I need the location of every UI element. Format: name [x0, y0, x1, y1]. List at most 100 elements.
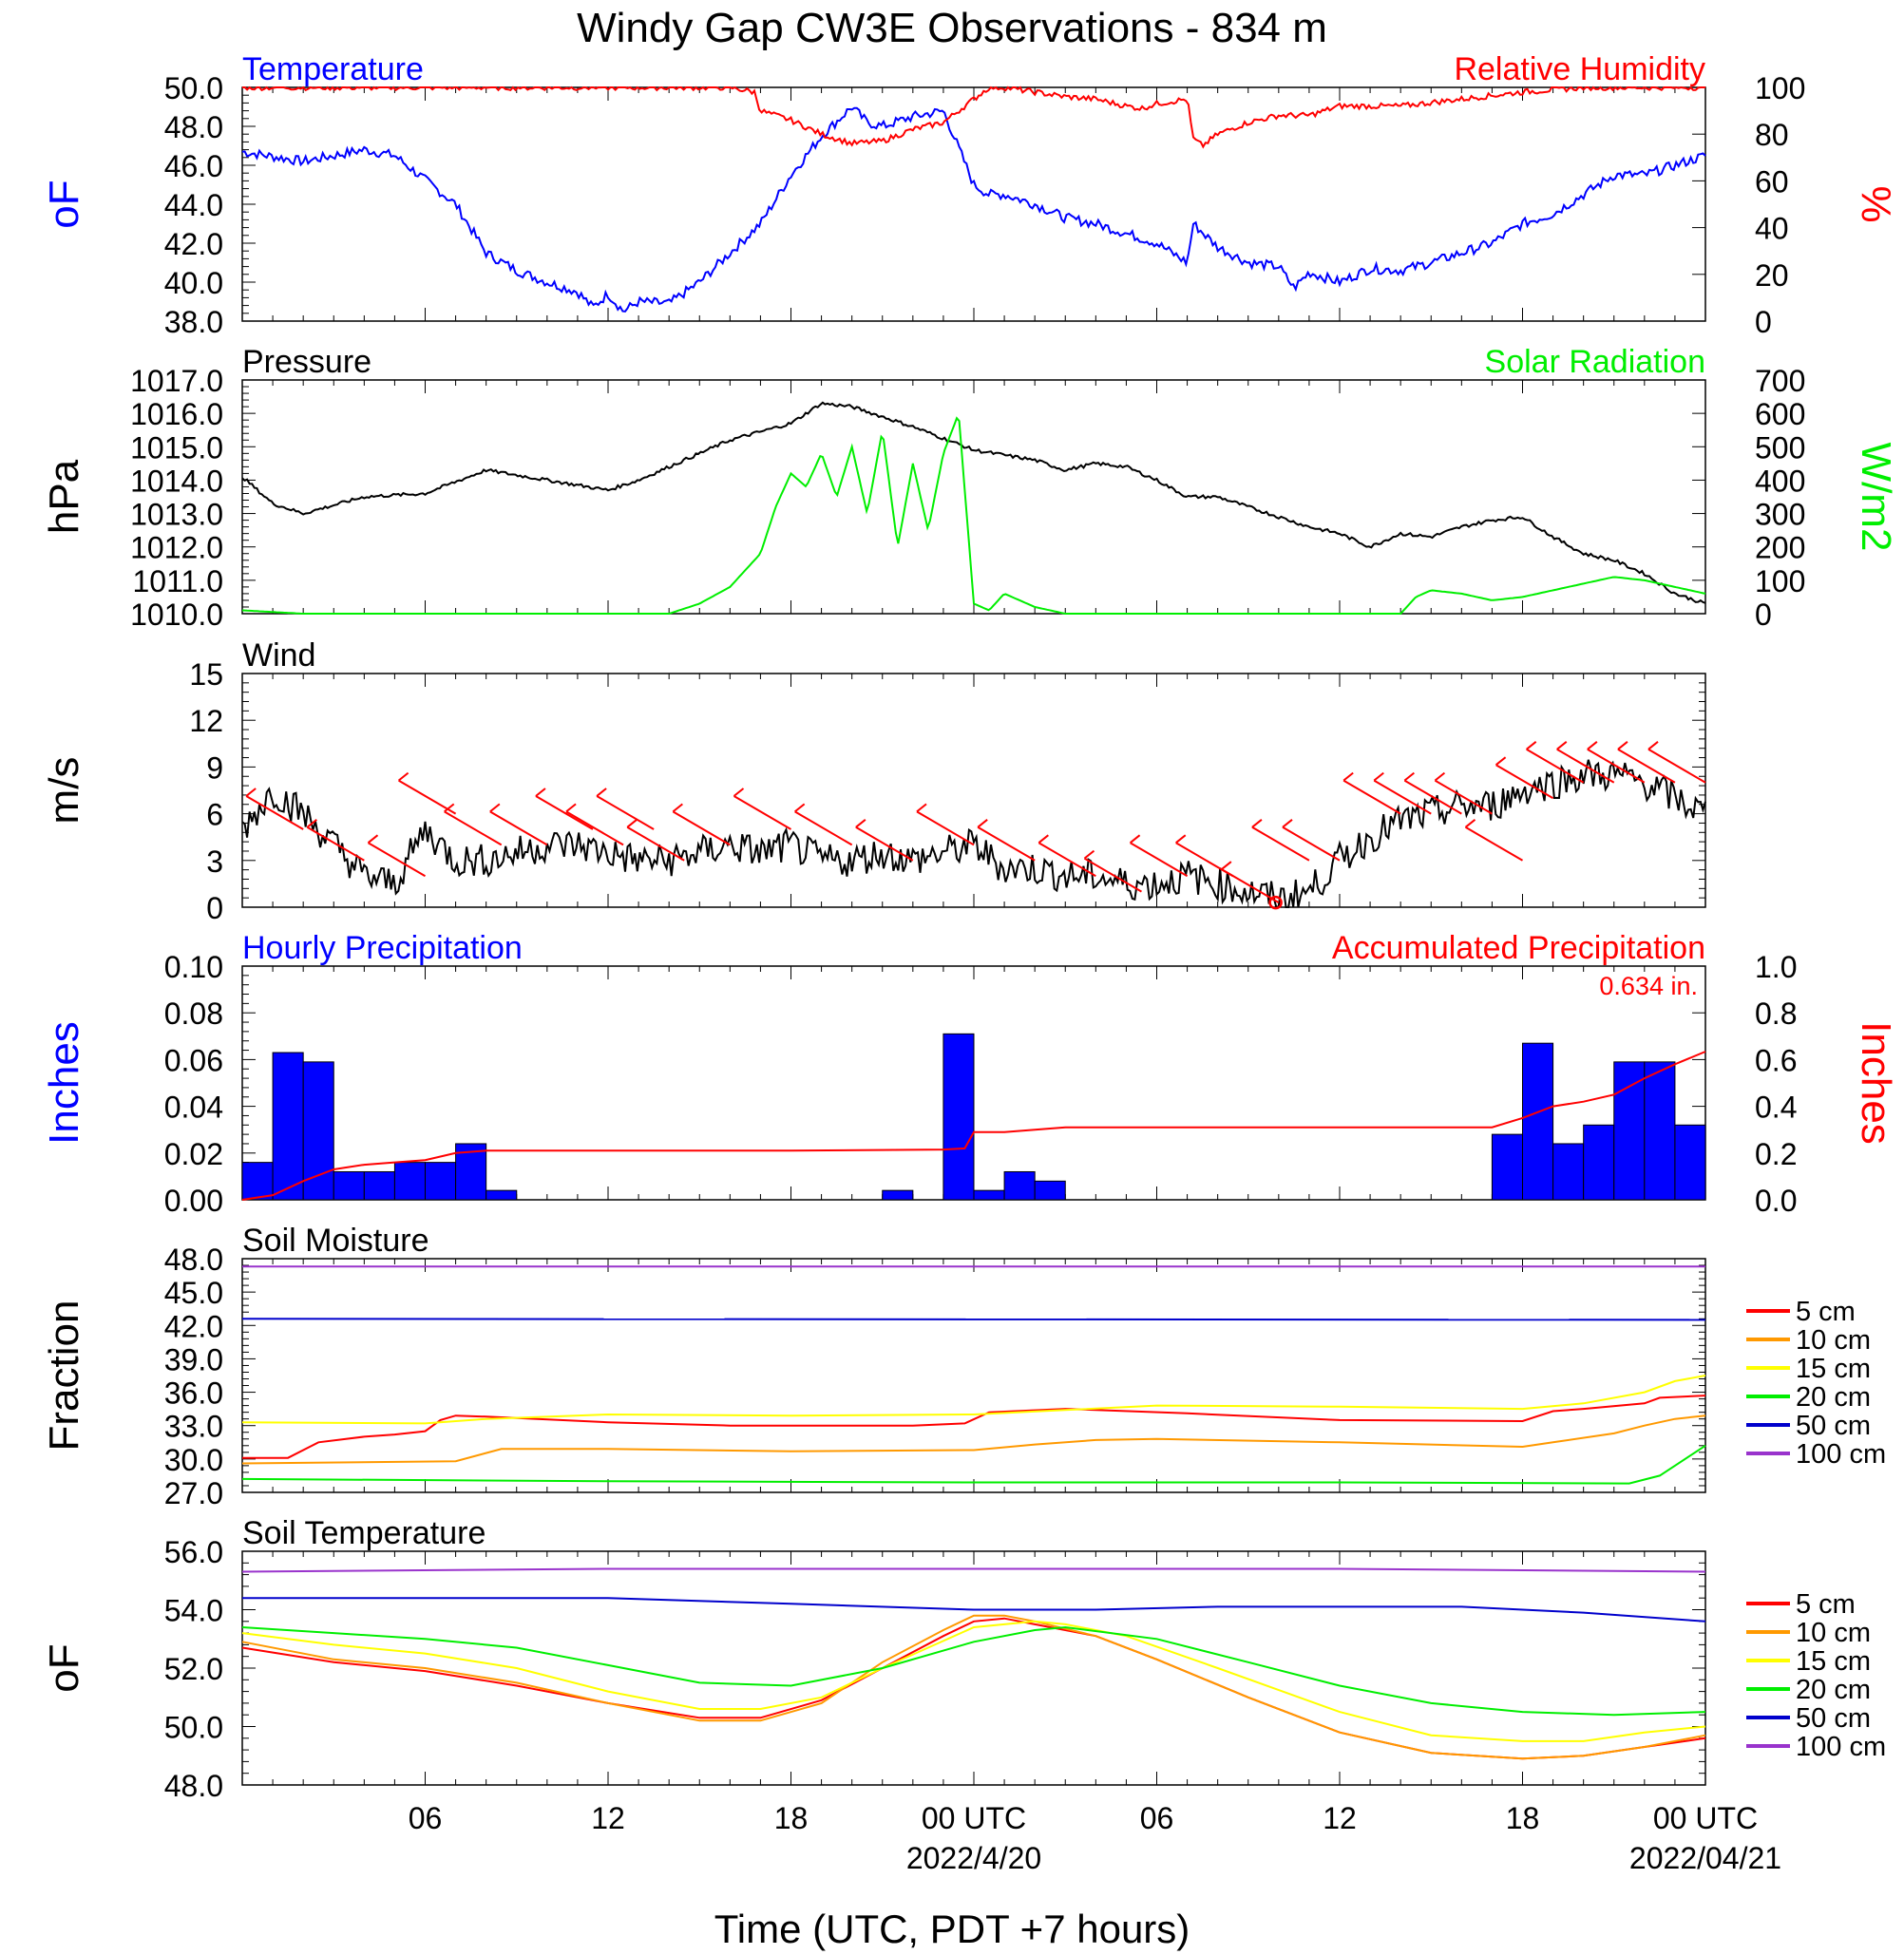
x-tick-label: 12 — [591, 1801, 625, 1835]
series-10-cm — [241, 1414, 1706, 1465]
y-tick-label: 6 — [206, 798, 223, 832]
precip-bar — [1552, 1143, 1585, 1201]
wind-barb-flag — [977, 819, 988, 828]
x-tick-label: 06 — [1140, 1801, 1174, 1835]
y-right-tick-label: 400 — [1755, 464, 1805, 498]
y-tick-label: 1015.0 — [130, 430, 223, 465]
wind-barb-flag — [1251, 819, 1263, 828]
y-right-tick-label: 40 — [1755, 212, 1789, 246]
wind-barb — [626, 826, 685, 862]
wind-barb — [444, 810, 503, 846]
series-100-cm — [241, 1567, 1706, 1573]
precip-bar — [393, 1162, 426, 1201]
precip-bar — [1583, 1124, 1615, 1201]
legend-label: 10 cm — [1796, 1325, 1871, 1356]
x-axis-label: Time (UTC, PDT +7 hours) — [714, 1907, 1190, 1951]
wind-barb — [1617, 748, 1676, 784]
x-tick-label: 12 — [1323, 1801, 1357, 1835]
y-right-tick-label: 0.0 — [1755, 1184, 1797, 1218]
panel-right-title: Accumulated Precipitation — [1332, 930, 1705, 966]
y-tick-label: 1012.0 — [130, 531, 223, 565]
precip-bar — [363, 1170, 395, 1201]
wind-barb — [596, 795, 655, 830]
wind-barb — [1526, 748, 1585, 784]
y-tick-label: 48.0 — [164, 110, 223, 144]
y-tick-label: 1011.0 — [133, 564, 224, 598]
y-tick-label: 0.00 — [164, 1184, 223, 1218]
y-tick-label: 40.0 — [164, 266, 223, 300]
x-tick-label: 18 — [774, 1801, 809, 1835]
panel-frame — [241, 379, 1706, 615]
panel-frame — [241, 1550, 1706, 1786]
wind-barb — [1434, 779, 1493, 815]
wind-barb-flag — [1495, 756, 1507, 766]
y-right-tick-label: 0.8 — [1755, 996, 1797, 1031]
y-right-tick-label: 0.2 — [1755, 1137, 1797, 1171]
wind-barb-flag — [672, 803, 683, 813]
wind-barb-flag — [916, 803, 927, 813]
wind-barb-flag — [733, 788, 745, 797]
y-axis-right-label: Inches — [1853, 1021, 1899, 1145]
wind-barbs — [245, 741, 1706, 910]
y-tick-label: 1014.0 — [130, 464, 223, 498]
panel-precip: 0.00 0.02 0.04 0.06 0.08 0.10 0.0 0.2 0.4 0.6 0.8 1… — [41, 930, 1899, 1218]
precip-bar — [1674, 1124, 1706, 1201]
wind-barb — [1373, 779, 1432, 815]
wind-barb — [245, 795, 304, 830]
wind-barb — [1038, 842, 1096, 878]
wind-barb-flag — [794, 803, 806, 813]
y-right-tick-label: 200 — [1755, 531, 1805, 565]
y-axis-label: hPa — [41, 459, 87, 534]
legend-label: 50 cm — [1796, 1411, 1871, 1441]
wind-barb — [1495, 764, 1554, 800]
y-tick-label: 0.06 — [164, 1043, 223, 1077]
y-tick-label: 0.10 — [164, 950, 223, 984]
wind-barb — [672, 810, 731, 846]
y-right-tick-label: 60 — [1755, 164, 1789, 199]
wind-barb-flag — [1403, 771, 1415, 782]
wind-barb — [733, 795, 792, 830]
y-tick-label: 39.0 — [164, 1342, 223, 1376]
y-tick-label: 30.0 — [164, 1443, 223, 1477]
wind-barb-flag — [1373, 771, 1384, 782]
panel-right-title: Relative Humidity — [1454, 51, 1705, 87]
y-tick-label: 1013.0 — [130, 498, 223, 532]
y-tick-label: 45.0 — [164, 1276, 223, 1310]
y-right-tick-label: 500 — [1755, 430, 1805, 465]
wind-barb-flag — [1175, 834, 1187, 844]
panel-left-title: Pressure — [242, 344, 371, 380]
wind-barb-flag — [1464, 819, 1476, 828]
precip-bar — [1034, 1180, 1066, 1201]
y-axis-right-label: W/m2 — [1853, 443, 1899, 552]
series-5-cm — [242, 1395, 1706, 1459]
legend-label: 5 cm — [1796, 1297, 1856, 1327]
wind-barb-flag — [306, 819, 317, 828]
panel-frame — [241, 86, 1706, 322]
precip-bar — [1003, 1170, 1036, 1201]
y-tick-label: 38.0 — [164, 305, 223, 339]
series-temperature — [241, 106, 1706, 313]
panel-wind: 0 3 6 9 12 15 m/s Wind — [41, 637, 1706, 925]
wind-barb-flag — [1221, 861, 1232, 870]
wind-barb-flag — [1083, 849, 1095, 860]
precip-bar — [333, 1170, 365, 1201]
wind-barb-flag — [1129, 834, 1141, 844]
y-tick-label: 0 — [206, 891, 223, 925]
wind-barb-flag — [367, 834, 379, 844]
legend-label: 10 cm — [1796, 1618, 1871, 1648]
y-right-tick-label: 100 — [1755, 564, 1805, 598]
x-tick-label: 06 — [409, 1801, 443, 1835]
y-right-tick-label: 0.6 — [1755, 1043, 1797, 1077]
legend-label: 15 cm — [1796, 1646, 1871, 1677]
legend-label: 50 cm — [1796, 1703, 1871, 1734]
wind-barb-flag — [565, 803, 577, 813]
series-50-cm — [242, 1597, 1706, 1623]
panel-left-title: Wind — [242, 637, 315, 674]
y-axis-label: Fraction — [41, 1300, 87, 1452]
series-accumulated-precipitation — [241, 1051, 1706, 1201]
wind-barb — [1556, 748, 1615, 784]
panel-left-title: Soil Moisture — [242, 1223, 429, 1259]
y-tick-label: 1016.0 — [130, 397, 223, 431]
wind-barb — [1282, 826, 1341, 862]
